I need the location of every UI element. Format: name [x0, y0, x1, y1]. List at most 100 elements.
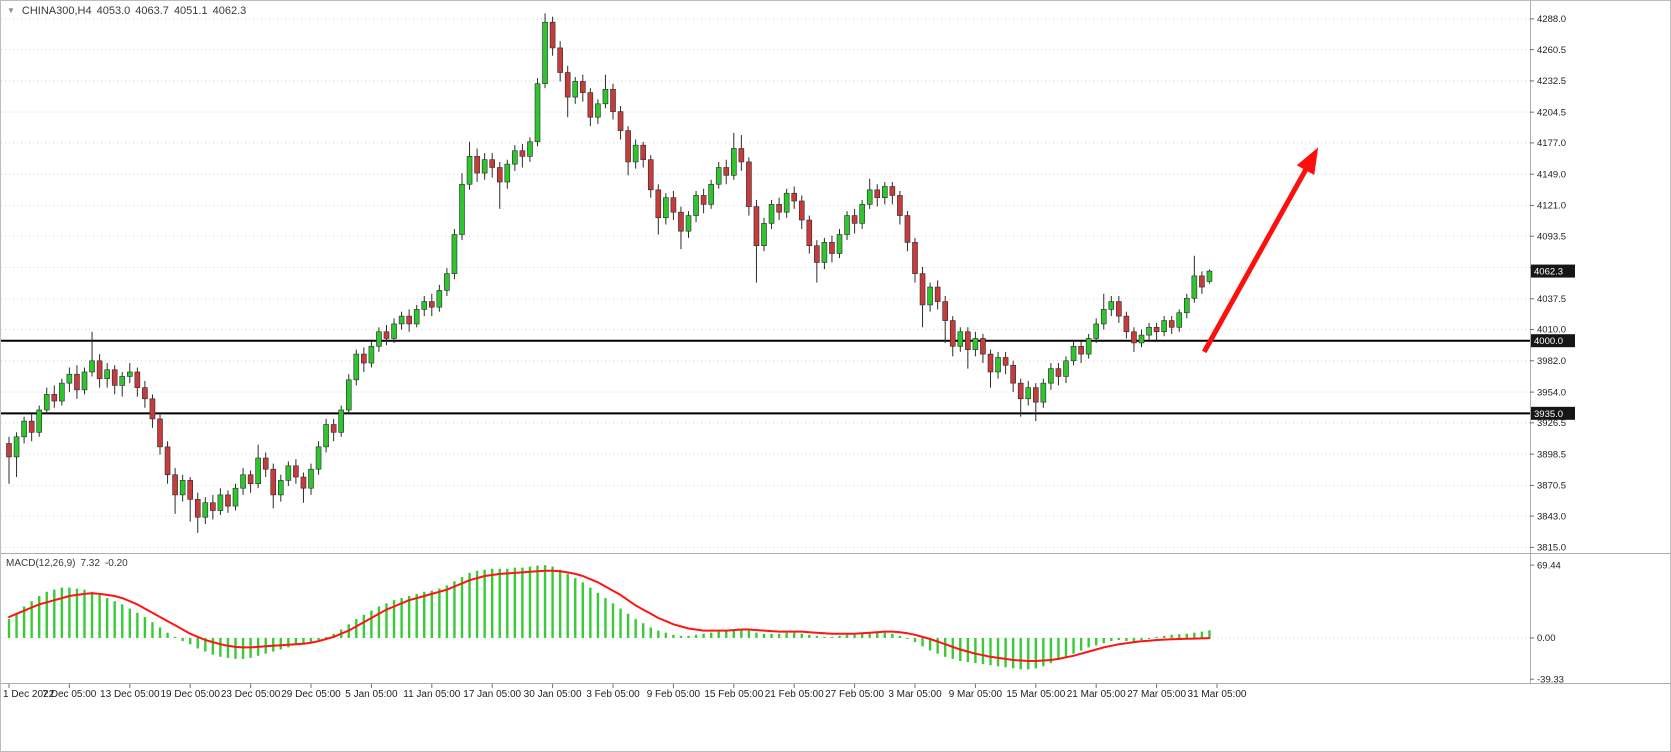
- candle-body-up: [66, 373, 73, 384]
- price-axis[interactable]: 4288.0 4260.5 4232.5 4204.5 4177.0 4149.0 4121…: [1530, 1, 1575, 685]
- candle-body-down: [1199, 275, 1205, 288]
- candle-body-up: [844, 215, 850, 235]
- candle-body-down: [791, 192, 798, 202]
- candle-body-down: [496, 167, 503, 183]
- candle-body-up: [881, 186, 888, 198]
- candle-body-up: [81, 371, 88, 391]
- macd-value: 7.32: [80, 558, 100, 569]
- candle-body-down: [28, 420, 35, 433]
- time-tick-label: 15 Feb 05:00: [704, 689, 763, 700]
- time-tick-label: 9 Mar 05:00: [949, 689, 1003, 700]
- candle-body-up: [277, 480, 284, 496]
- candle-body-up: [972, 338, 979, 350]
- candle-body-down: [225, 494, 231, 507]
- price-tick-label: 4149.0: [1537, 169, 1566, 180]
- candle-body-down: [753, 206, 760, 247]
- candle-body-up: [1040, 382, 1047, 403]
- time-tick-label: 7 Dec 05:00: [42, 689, 96, 700]
- trend-arrow-head[interactable]: [1296, 147, 1319, 175]
- candle-body-down: [262, 457, 269, 470]
- hline-price-box: [1531, 334, 1575, 348]
- candle-body-up: [353, 353, 360, 381]
- candle-body-down: [1123, 315, 1130, 333]
- candle-body-down: [904, 215, 911, 243]
- candle-body-down: [647, 159, 654, 191]
- ohlc-high: 4063.7: [135, 5, 169, 17]
- price-tick-label: 4232.5: [1537, 76, 1566, 87]
- current-price-label: 4062.3: [1534, 267, 1563, 278]
- candle-body-up: [693, 195, 699, 216]
- candle-body-up: [1070, 345, 1077, 362]
- candle-body-up: [308, 468, 314, 489]
- candle-body-down: [149, 398, 156, 420]
- ohlc-open: 4053.0: [96, 5, 131, 17]
- candle-body-down: [942, 301, 949, 321]
- candle-body-up: [323, 424, 329, 448]
- candle-body-up: [232, 487, 239, 507]
- candle-body-down: [934, 286, 941, 302]
- time-tick-label: 31 Mar 05:00: [1188, 689, 1247, 700]
- candle-body-up: [345, 379, 352, 411]
- candle-body-down: [919, 273, 926, 306]
- candle-body-down: [700, 195, 707, 205]
- candle-body-up: [376, 331, 382, 347]
- hline-price-box: [1531, 406, 1575, 420]
- time-tick-label: 27 Mar 05:00: [1127, 689, 1186, 700]
- macd-signal-value: -0.20: [104, 558, 128, 569]
- time-tick-label: 29 Dec 05:00: [281, 689, 341, 700]
- candle-body-down: [874, 189, 881, 198]
- candle-body-down: [270, 468, 277, 496]
- candle-body-up: [542, 21, 548, 84]
- candles: [6, 13, 1213, 533]
- candle-body-up: [685, 215, 692, 232]
- price-tick-label: 4177.0: [1537, 138, 1566, 149]
- candle-body-up: [995, 357, 1001, 373]
- candle-body-down: [383, 331, 390, 339]
- candle-body-up: [1176, 312, 1183, 328]
- hline-price-label: 3935.0: [1534, 409, 1563, 420]
- trend-arrow-shaft[interactable]: [1201, 158, 1314, 354]
- symbol-ohlc-header: ▼ CHINA300,H4 4053.0 4063.7 4051.1 4062.…: [7, 5, 246, 17]
- ohlc-low: 4051.1: [173, 5, 208, 17]
- price-tick-label: 3815.0: [1537, 543, 1566, 554]
- candle-body-down: [1017, 382, 1024, 400]
- candle-body-up: [398, 315, 405, 325]
- candle-body-down: [361, 353, 367, 364]
- candle-body-down: [610, 88, 616, 112]
- price-tick-label: 4204.5: [1537, 107, 1566, 118]
- candle-body-down: [980, 338, 986, 355]
- candle-body-up: [413, 309, 420, 325]
- macd-indicator-label: MACD(12,26,9) 7.32 -0.20: [6, 558, 128, 569]
- time-tick-label: 3 Mar 05:00: [888, 689, 942, 700]
- candle-body-up: [1138, 334, 1145, 344]
- candle-body-down: [738, 148, 745, 163]
- candle-body-down: [617, 111, 624, 131]
- candle-body-up: [338, 409, 345, 433]
- candle-body-up: [1184, 297, 1190, 314]
- candle-body-up: [504, 163, 511, 183]
- candle-body-down: [194, 499, 201, 518]
- macd-panel: [7, 565, 1211, 670]
- candle-body-up: [572, 81, 579, 98]
- symbol-period-label: CHINA300,H4: [21, 5, 92, 17]
- current-price-box: [1531, 264, 1575, 278]
- candle-body-up: [1048, 368, 1054, 384]
- candle-body-up: [59, 382, 65, 402]
- candle-body-up: [1206, 270, 1213, 282]
- candle-body-down: [640, 144, 647, 160]
- candle-body-down: [829, 242, 835, 254]
- candle-body-up: [866, 189, 873, 205]
- candle-body-down: [330, 424, 337, 433]
- candle-body-down: [134, 371, 141, 388]
- macd-tick-label: -39.33: [1537, 674, 1564, 685]
- time-tick-label: 21 Feb 05:00: [765, 689, 824, 700]
- candle-body-down: [210, 502, 216, 511]
- candle-body-up: [836, 234, 843, 254]
- candle-body-down: [723, 167, 730, 176]
- candle-body-up: [1191, 275, 1198, 299]
- candle-body-down: [1055, 368, 1062, 377]
- one-click-trading-icon[interactable]: ▼: [7, 6, 15, 15]
